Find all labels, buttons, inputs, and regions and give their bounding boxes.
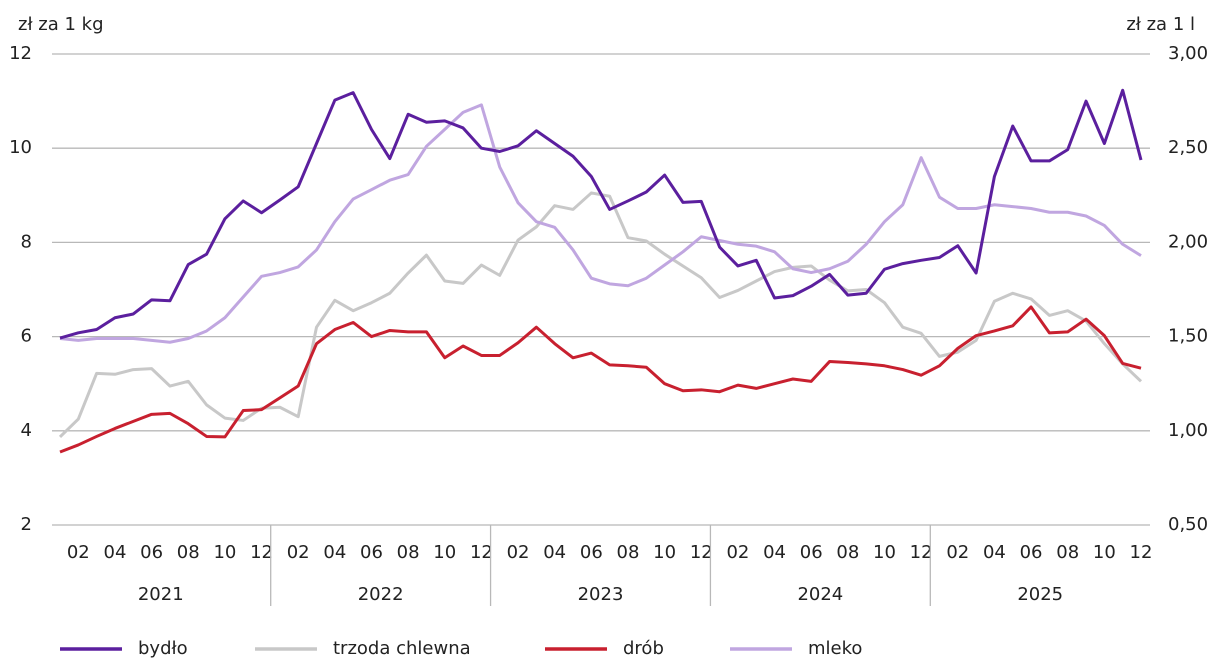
series-line xyxy=(59,88,1143,340)
x-tick-label: 10 xyxy=(433,542,456,563)
year-label: 2022 xyxy=(358,584,404,605)
year-label: 2024 xyxy=(797,584,843,605)
x-tick-label: 10 xyxy=(213,542,236,563)
x-tick-label: 06 xyxy=(360,542,383,563)
x-tick-label: 02 xyxy=(946,542,969,563)
y2-tick-label: 3,00 xyxy=(1168,43,1208,64)
x-tick-label: 12 xyxy=(690,542,713,563)
x-tick-label: 06 xyxy=(580,542,603,563)
x-tick-label: 08 xyxy=(836,542,859,563)
x-tick-label: 02 xyxy=(67,542,90,563)
y-tick-label: 8 xyxy=(21,231,32,252)
x-tick-label: 04 xyxy=(323,542,346,563)
legend-label: drób xyxy=(623,638,664,659)
y-tick-label: 12 xyxy=(9,43,32,64)
x-tick-label: 12 xyxy=(250,542,273,563)
y-tick-label: 2 xyxy=(21,514,32,535)
x-tick-label: 02 xyxy=(507,542,530,563)
x-tick-label: 08 xyxy=(1056,542,1079,563)
x-tick-label: 12 xyxy=(470,542,493,563)
series-line xyxy=(59,103,1142,344)
x-tick-label: 04 xyxy=(983,542,1006,563)
y2-tick-label: 2,00 xyxy=(1168,231,1208,252)
x-tick-label: 10 xyxy=(1093,542,1116,563)
year-label: 2025 xyxy=(1017,584,1063,605)
y2-tick-label: 1,50 xyxy=(1168,326,1208,347)
year-label: 2021 xyxy=(138,584,184,605)
x-tick-label: 04 xyxy=(104,542,127,563)
y2-tick-label: 1,00 xyxy=(1168,420,1208,441)
x-tick-label: 04 xyxy=(763,542,786,563)
series-line xyxy=(59,305,1142,454)
legend-label: bydło xyxy=(138,638,188,659)
x-tick-label: 06 xyxy=(140,542,163,563)
year-label: 2023 xyxy=(578,584,624,605)
x-tick-label: 02 xyxy=(287,542,310,563)
x-tick-label: 12 xyxy=(1130,542,1153,563)
x-tick-label: 04 xyxy=(543,542,566,563)
x-tick-label: 06 xyxy=(800,542,823,563)
y2-axis-label: zł za 1 l xyxy=(1126,14,1195,35)
x-tick-label: 02 xyxy=(726,542,749,563)
series-line xyxy=(58,191,1143,438)
legend-label: trzoda chlewna xyxy=(333,638,471,659)
x-tick-label: 10 xyxy=(653,542,676,563)
x-tick-label: 08 xyxy=(617,542,640,563)
x-tick-label: 06 xyxy=(1020,542,1043,563)
y-tick-label: 6 xyxy=(21,326,32,347)
y-tick-label: 4 xyxy=(21,420,32,441)
y-tick-label: 10 xyxy=(9,137,32,158)
x-tick-label: 12 xyxy=(910,542,933,563)
x-tick-label: 08 xyxy=(397,542,420,563)
y2-tick-label: 2,50 xyxy=(1168,137,1208,158)
legend-label: mleko xyxy=(808,638,862,659)
y-axis-label: zł za 1 kg xyxy=(18,14,104,35)
y2-tick-label: 0,50 xyxy=(1168,514,1208,535)
x-tick-label: 08 xyxy=(177,542,200,563)
x-tick-label: 10 xyxy=(873,542,896,563)
